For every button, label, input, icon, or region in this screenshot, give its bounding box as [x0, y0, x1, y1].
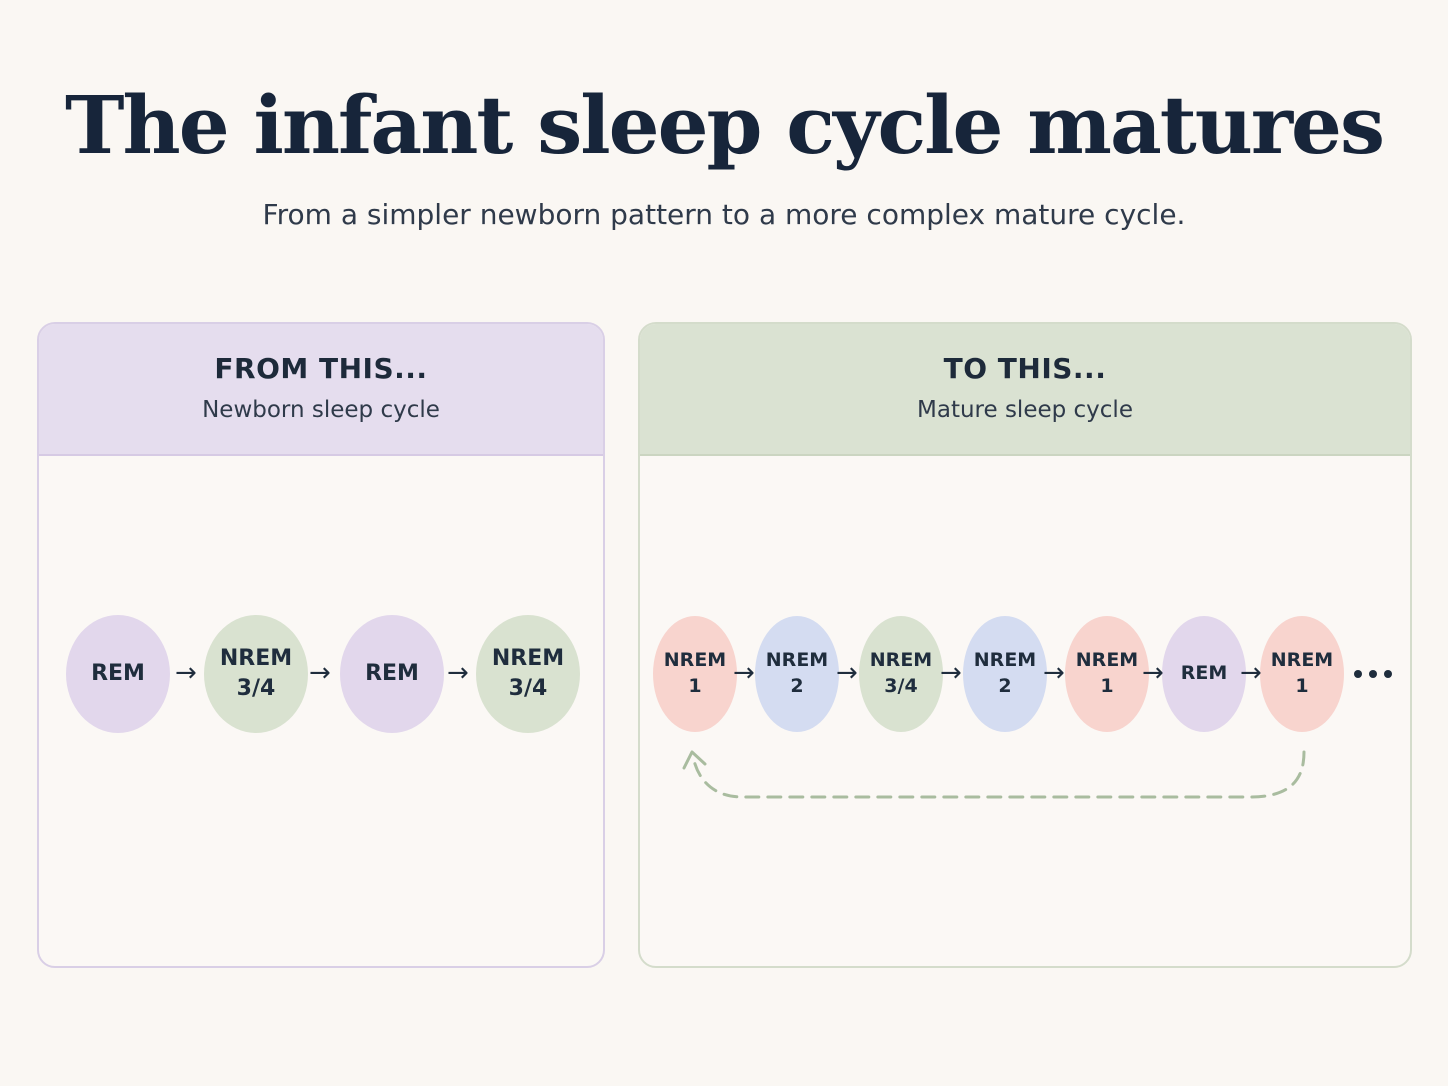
- stage-sublabel: 1: [688, 675, 702, 697]
- ellipsis-dot: [1354, 670, 1362, 678]
- stage-label: NREM: [219, 646, 293, 672]
- stage-node: REM: [1162, 616, 1246, 732]
- right-arrow-icon: →: [733, 658, 755, 688]
- ellipsis-icon: [1354, 670, 1392, 678]
- newborn-panel-subtitle: Newborn sleep cycle: [202, 397, 440, 423]
- mature-panel-title: TO THIS...: [943, 352, 1107, 385]
- right-arrow-icon: →: [447, 658, 469, 688]
- stage-node: NREM 1: [1065, 616, 1149, 732]
- stage-node: REM: [66, 615, 170, 733]
- stage-node: REM: [340, 615, 444, 733]
- stage-node: NREM 1: [653, 616, 737, 732]
- mature-panel-subtitle: Mature sleep cycle: [917, 397, 1133, 423]
- stage-label: NREM: [973, 649, 1037, 672]
- ellipsis-dot: [1369, 670, 1377, 678]
- stage-node: NREM 3/4: [204, 615, 308, 733]
- stage-label: NREM: [1270, 649, 1334, 672]
- stage-label: NREM: [663, 649, 727, 672]
- right-arrow-icon: →: [1043, 658, 1065, 688]
- stage-label: REM: [1180, 662, 1228, 685]
- ellipsis-dot: [1384, 670, 1392, 678]
- stage-label: NREM: [491, 646, 565, 672]
- stage-sublabel: 3/4: [508, 676, 548, 701]
- newborn-panel-title: FROM THIS...: [214, 352, 428, 385]
- right-arrow-icon: →: [309, 658, 331, 688]
- stage-node: NREM 2: [755, 616, 839, 732]
- stage-label: REM: [91, 661, 145, 687]
- stage-sublabel: 3/4: [236, 676, 276, 701]
- right-arrow-icon: →: [836, 658, 858, 688]
- stage-sublabel: 2: [790, 675, 804, 697]
- right-arrow-icon: →: [175, 658, 197, 688]
- mature-panel-header: TO THIS... Mature sleep cycle: [640, 324, 1410, 456]
- stage-label: REM: [365, 661, 419, 687]
- right-arrow-icon: →: [940, 658, 962, 688]
- page-subtitle: From a simpler newborn pattern to a more…: [262, 198, 1186, 231]
- right-arrow-icon: →: [1142, 658, 1164, 688]
- stage-node: NREM 2: [963, 616, 1047, 732]
- stage-sublabel: 1: [1100, 675, 1114, 697]
- stage-label: NREM: [765, 649, 829, 672]
- stage-node: NREM 3/4: [859, 616, 943, 732]
- stage-label: NREM: [869, 649, 933, 672]
- right-arrow-icon: →: [1240, 658, 1262, 688]
- stage-label: NREM: [1075, 649, 1139, 672]
- page-title: The infant sleep cycle matures: [65, 78, 1385, 172]
- stage-sublabel: 2: [998, 675, 1012, 697]
- stage-sublabel: 3/4: [884, 675, 918, 697]
- stage-node: NREM 1: [1260, 616, 1344, 732]
- stage-node: NREM 3/4: [476, 615, 580, 733]
- newborn-panel-header: FROM THIS... Newborn sleep cycle: [39, 324, 603, 456]
- stage-sublabel: 1: [1295, 675, 1309, 697]
